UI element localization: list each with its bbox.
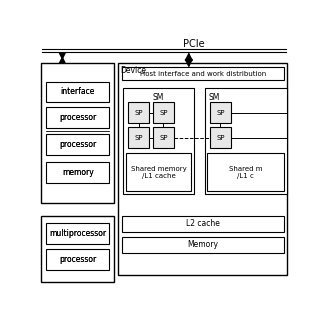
- Bar: [46, 223, 109, 244]
- Text: Shared memory
/L1 cache: Shared memory /L1 cache: [131, 165, 186, 179]
- Text: SP: SP: [159, 110, 168, 116]
- Bar: [46, 162, 109, 182]
- Bar: [128, 102, 149, 124]
- Text: SP: SP: [216, 110, 225, 116]
- Text: Host interface and work distribution: Host interface and work distribution: [140, 70, 266, 76]
- Bar: [122, 216, 284, 232]
- Bar: [122, 237, 284, 253]
- Bar: [125, 153, 191, 191]
- Text: multiprocessor: multiprocessor: [49, 229, 106, 238]
- Text: memory: memory: [62, 168, 94, 177]
- Text: SM: SM: [209, 92, 220, 102]
- Bar: [122, 67, 284, 80]
- Text: processor: processor: [59, 140, 96, 149]
- Text: SM: SM: [153, 92, 164, 102]
- Text: multiprocessor: multiprocessor: [49, 229, 106, 238]
- Text: Shared m
/L1 c: Shared m /L1 c: [229, 165, 263, 179]
- Bar: [41, 63, 115, 204]
- Bar: [210, 127, 231, 148]
- Text: processor: processor: [59, 255, 96, 264]
- Bar: [153, 127, 174, 148]
- Text: interface: interface: [60, 87, 95, 97]
- Text: PCIe: PCIe: [183, 39, 204, 49]
- Bar: [210, 102, 231, 124]
- Text: SP: SP: [216, 135, 225, 140]
- Text: Memory: Memory: [188, 240, 219, 249]
- Bar: [153, 102, 174, 124]
- Bar: [207, 153, 284, 191]
- Bar: [205, 88, 287, 194]
- Text: SP: SP: [134, 135, 143, 140]
- Text: processor: processor: [59, 255, 96, 264]
- Text: SP: SP: [134, 110, 143, 116]
- Text: Device: Device: [121, 66, 147, 75]
- Text: interface: interface: [60, 87, 95, 97]
- Bar: [46, 82, 109, 102]
- Text: L2 cache: L2 cache: [186, 219, 220, 228]
- Text: memory: memory: [62, 168, 94, 177]
- Bar: [46, 134, 109, 156]
- Text: processor: processor: [59, 113, 96, 122]
- Bar: [123, 88, 194, 194]
- Text: SP: SP: [159, 135, 168, 140]
- Bar: [128, 127, 149, 148]
- Bar: [46, 108, 109, 128]
- Bar: [118, 63, 287, 275]
- Text: processor: processor: [59, 140, 96, 149]
- Bar: [41, 216, 115, 282]
- Bar: [46, 249, 109, 270]
- Text: processor: processor: [59, 113, 96, 122]
